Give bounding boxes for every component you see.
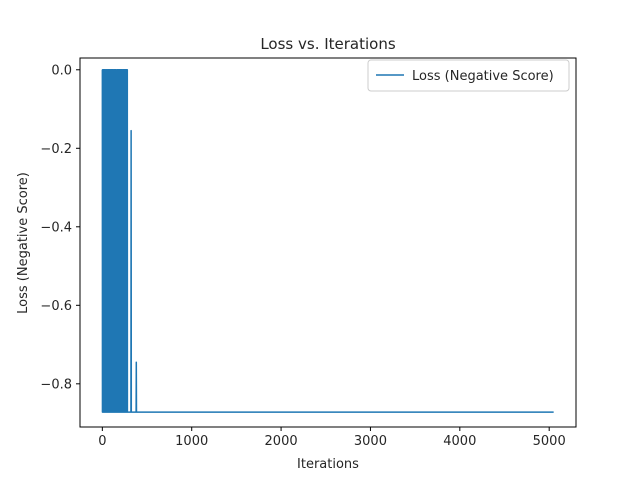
y-tick-label: 0.0 bbox=[51, 63, 72, 78]
axes-frame bbox=[79, 57, 577, 428]
x-axis-label: Iterations bbox=[297, 457, 359, 472]
x-tick-label: 0 bbox=[98, 434, 106, 449]
y-axis-label: Loss (Negative Score) bbox=[16, 172, 31, 314]
x-tick-label: 3000 bbox=[354, 434, 387, 449]
x-tick-label: 4000 bbox=[443, 434, 476, 449]
y-tick-label: −0.4 bbox=[40, 220, 72, 235]
legend-label: Loss (Negative Score) bbox=[412, 69, 554, 84]
plot-area bbox=[79, 57, 577, 428]
x-tick-label: 2000 bbox=[265, 434, 298, 449]
legend: Loss (Negative Score) bbox=[367, 59, 570, 92]
y-tick-label: −0.6 bbox=[40, 299, 72, 314]
axis-ticks: 0 1000 2000 3000 4000 5000 0.0 −0.2 −0.4 −0.6 −0.8 bbox=[40, 63, 565, 449]
x-tick-label: 1000 bbox=[175, 434, 208, 449]
y-tick-label: −0.8 bbox=[40, 377, 72, 392]
series-line-loss bbox=[101, 69, 554, 413]
x-tick-label: 5000 bbox=[533, 434, 566, 449]
legend-box bbox=[367, 59, 570, 92]
chart-title: Loss vs. Iterations bbox=[260, 35, 396, 53]
y-tick-label: −0.2 bbox=[40, 142, 72, 157]
